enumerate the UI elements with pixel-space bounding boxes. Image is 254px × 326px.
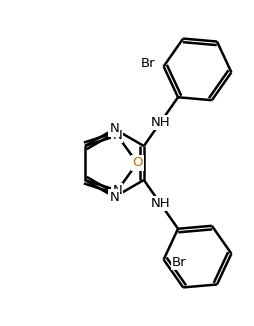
Text: O: O (132, 156, 142, 170)
Text: Br: Br (141, 57, 155, 70)
Text: N: N (109, 190, 119, 203)
Text: N: N (109, 123, 119, 136)
Text: NH: NH (150, 116, 170, 129)
Text: Br: Br (171, 256, 185, 269)
Text: N: N (112, 184, 122, 197)
Text: N: N (112, 129, 122, 142)
Text: NH: NH (150, 197, 170, 210)
